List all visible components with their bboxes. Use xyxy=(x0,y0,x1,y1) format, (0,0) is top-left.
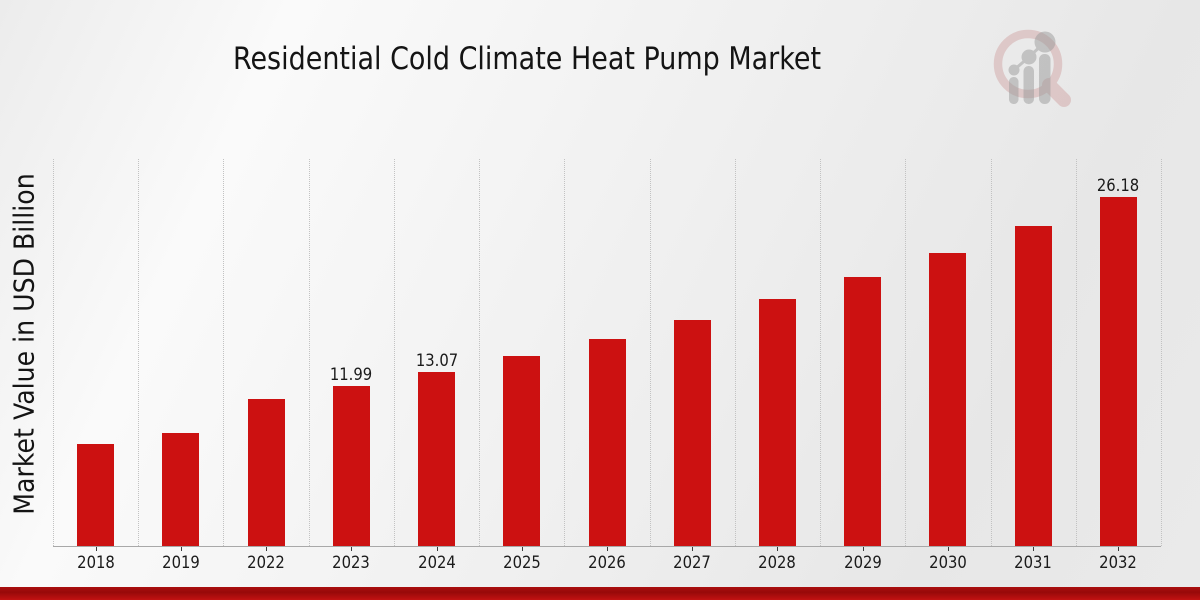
x-axis-tick xyxy=(436,547,438,551)
grid-line xyxy=(1075,159,1077,546)
x-tick-label: 2023 xyxy=(332,553,371,573)
bar-2026 xyxy=(588,338,626,546)
bar-2031 xyxy=(1014,226,1052,546)
x-tick-label: 2031 xyxy=(1014,553,1052,573)
x-tick-label: 2026 xyxy=(588,553,626,573)
x-tick-label: 2022 xyxy=(247,553,285,573)
bar-value-label: 11.99 xyxy=(330,365,373,386)
bar-2018 xyxy=(77,444,115,546)
grid-line xyxy=(53,159,54,546)
chart-title: Residential Cold Climate Heat Pump Marke… xyxy=(232,41,822,77)
x-axis-tick xyxy=(266,547,268,551)
bar-2025 xyxy=(503,355,541,546)
grid-line xyxy=(564,159,566,546)
grid-line xyxy=(138,159,140,546)
bar-2019 xyxy=(162,433,200,546)
bar-2024 xyxy=(418,371,456,546)
figure-head-medium xyxy=(1021,49,1037,65)
x-axis-tick xyxy=(521,547,523,551)
x-tick-label: 2028 xyxy=(758,553,797,573)
x-tick-label: 2027 xyxy=(673,553,712,573)
x-axis-tick xyxy=(692,547,694,551)
x-tick-label: 2029 xyxy=(843,553,882,573)
x-axis-tick xyxy=(1118,547,1120,551)
bar-2030 xyxy=(929,252,967,546)
x-axis-tick xyxy=(351,547,353,551)
bar-2027 xyxy=(673,319,711,546)
magnifier-handle xyxy=(1042,78,1071,107)
y-axis-label: Market Value in USD Billion xyxy=(7,173,41,515)
grid-line xyxy=(308,159,310,546)
x-tick-label: 2024 xyxy=(417,553,456,573)
bar-2028 xyxy=(758,299,796,546)
grid-line xyxy=(223,159,225,546)
figure-head-large xyxy=(1034,31,1056,53)
figure-bar-large xyxy=(1039,54,1051,104)
bar-2023 xyxy=(332,386,370,546)
figure-bar-small xyxy=(1009,77,1019,104)
grid-line xyxy=(649,159,651,546)
x-tick-label: 2019 xyxy=(162,553,200,573)
x-tick-label: 2018 xyxy=(76,553,115,573)
bar-value-label: 13.07 xyxy=(415,350,458,371)
market-research-future-logo-icon xyxy=(993,29,1071,107)
bar-value-label: 26.18 xyxy=(1097,175,1140,196)
plot-area: 2018 2019 2022 2023 11.99 2024 13.07 2025 2026 20… xyxy=(53,158,1162,573)
x-tick-label: 2032 xyxy=(1099,553,1138,573)
grid-line xyxy=(734,159,736,546)
grid-line xyxy=(905,159,907,546)
x-axis-tick xyxy=(180,547,182,551)
bar-2032 xyxy=(1099,196,1137,546)
bar-2029 xyxy=(844,277,882,546)
grid-line xyxy=(1161,159,1162,546)
figure-head-small xyxy=(1008,64,1020,76)
grid-line xyxy=(820,159,822,546)
x-axis-tick xyxy=(95,547,97,551)
x-tick-label: 2025 xyxy=(502,553,541,573)
x-axis-tick xyxy=(607,547,608,551)
grid-line xyxy=(393,159,395,546)
x-axis-tick xyxy=(777,547,779,551)
x-axis-tick xyxy=(947,547,949,551)
grid-line xyxy=(990,159,992,546)
footer-stripe xyxy=(0,587,1200,600)
bar-2022 xyxy=(247,399,285,546)
x-axis-tick xyxy=(862,547,864,551)
figure-bar-medium xyxy=(1023,66,1034,104)
x-tick-label: 2030 xyxy=(929,553,967,573)
grid-line xyxy=(479,159,481,546)
x-axis-tick xyxy=(1033,547,1035,551)
